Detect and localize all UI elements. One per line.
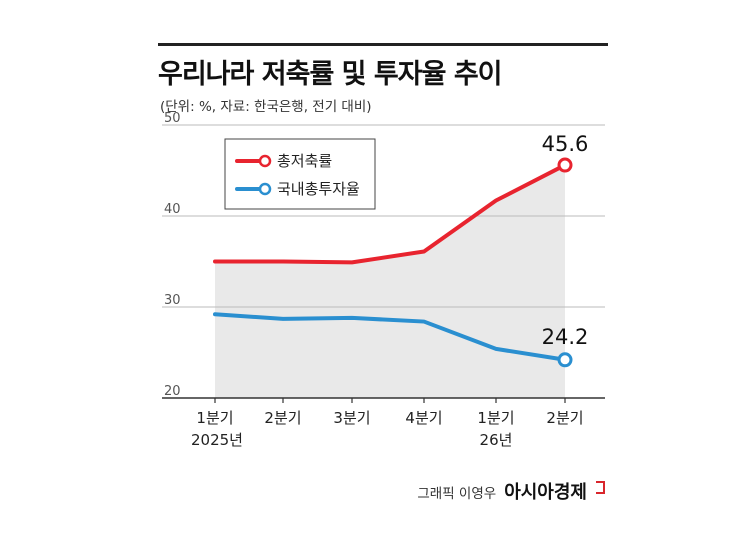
- credit-author: 그래픽 이영우: [417, 486, 497, 502]
- legend-box: [224, 138, 376, 210]
- data-label: 24.2: [542, 325, 589, 349]
- legend-swatch-marker: [258, 154, 272, 168]
- x-tick-label: 2분기: [546, 409, 583, 427]
- brand-mark-icon: [596, 481, 605, 494]
- legend-label: 국내총투자율: [277, 180, 360, 198]
- y-tick-label: 20: [164, 384, 181, 399]
- brand-logo: 아시아경제: [504, 482, 587, 503]
- chart-title: 우리나라 저축률 및 투자율 추이: [158, 59, 503, 90]
- x-tick-sublabel: 26년: [480, 431, 513, 449]
- x-tick-label: 3분기: [333, 409, 370, 427]
- legend-label: 총저축률: [277, 152, 332, 170]
- x-tick-label: 2분기: [264, 409, 301, 427]
- series-end-marker: [557, 352, 573, 368]
- series-line: [213, 163, 567, 265]
- credit: 그래픽 이영우 아시아경제: [417, 478, 605, 504]
- legend-swatch-marker: [258, 182, 272, 196]
- x-tick-label: 1분기: [196, 409, 233, 427]
- x-tick-sublabel: 2025년: [191, 431, 243, 449]
- x-tick-label: 1분기: [477, 409, 514, 427]
- y-tick-label: 50: [164, 111, 181, 126]
- x-tick-label: 4분기: [405, 409, 442, 427]
- chart-subtitle: (단위: %, 자료: 한국은행, 전기 대비): [160, 99, 372, 115]
- title-rule: [158, 43, 608, 46]
- series-end-marker: [557, 157, 573, 173]
- series-line: [213, 312, 567, 362]
- y-tick-label: 40: [164, 202, 181, 217]
- y-tick-label: 30: [164, 293, 181, 308]
- data-label: 45.6: [542, 132, 589, 156]
